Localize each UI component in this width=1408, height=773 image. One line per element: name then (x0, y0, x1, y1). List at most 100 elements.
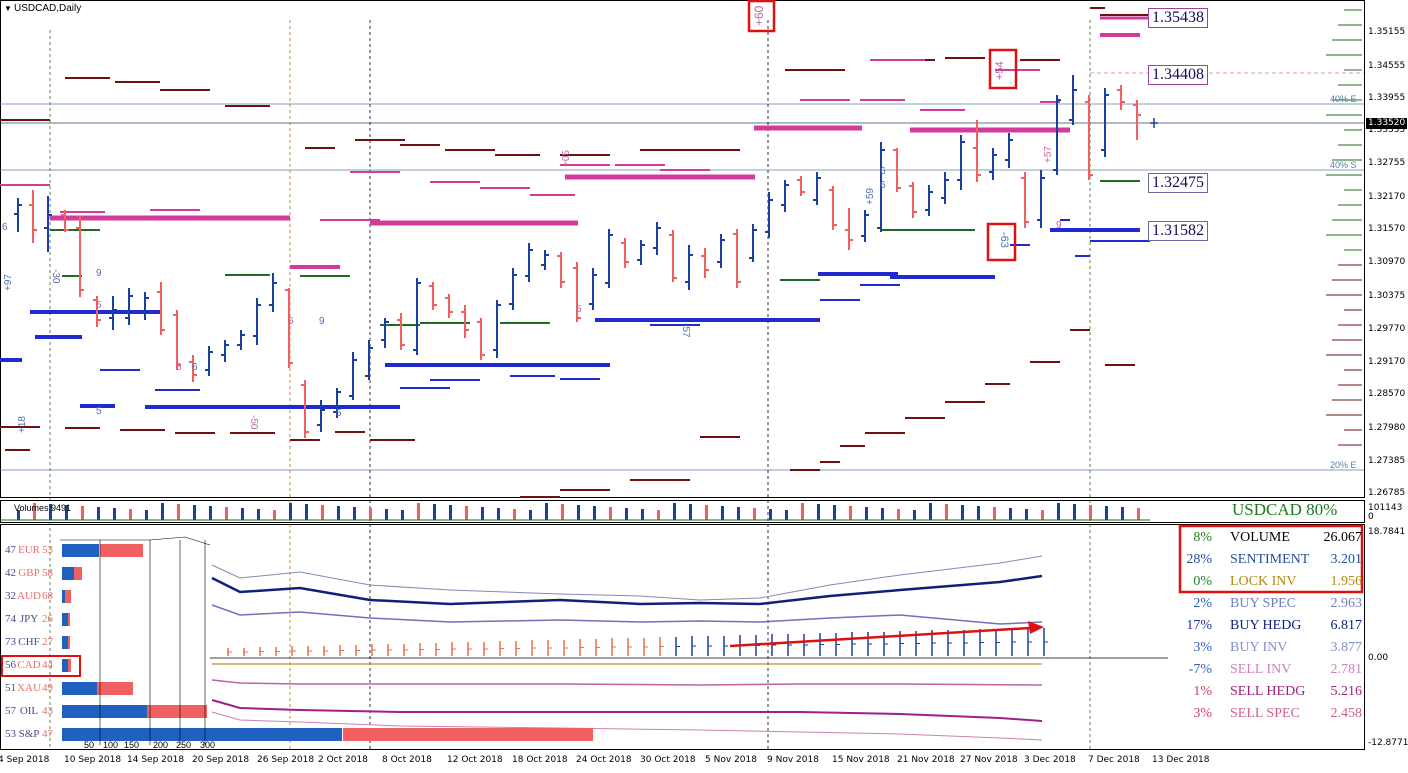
volume-bar (929, 503, 932, 520)
currency-name: JPY (19, 613, 39, 625)
stat-value: 2.458 (1330, 706, 1363, 721)
date-tick: 24 Oct 2018 (576, 755, 632, 765)
indicator-line (211, 574, 1043, 606)
price-tick: 1.33955 (1368, 93, 1406, 103)
stat-value: 26.067 (1323, 530, 1363, 545)
date-tick: 7 Dec 2018 (1088, 755, 1140, 765)
date-tick: 21 Nov 2018 (897, 755, 955, 765)
volume-bar (433, 504, 436, 520)
currency-short-bar (100, 544, 143, 557)
currency-long-bar (62, 682, 97, 695)
currency-row-cad: 56CAD44 (2, 656, 58, 674)
small-number: 6 (192, 362, 198, 373)
small-number: 6 (880, 180, 886, 191)
stat-name: BUY INV (1230, 640, 1288, 655)
date-tick: 4 Sep 2018 (0, 755, 50, 765)
volume-bar (769, 509, 772, 520)
level-label-131582: 1.31582 (1148, 221, 1208, 241)
currency-scale-tick: 200 (153, 740, 169, 750)
currency-scale-grid (60, 536, 211, 745)
symbol-watermark: USDCAD 80% (1232, 500, 1338, 519)
date-tick: 10 Sep 2018 (64, 755, 122, 765)
annotation-60: +60 (752, 5, 766, 26)
crosshair-marker (1150, 118, 1158, 128)
currency-row-chf: 73 CHF 27 (2, 633, 58, 651)
currency-long-bar (62, 659, 68, 672)
currency-short-value: 47 (42, 728, 53, 740)
volume-bar (385, 509, 388, 520)
volume-bar (241, 508, 244, 520)
currency-short-value: 53 (42, 544, 53, 556)
volume-bar (513, 509, 516, 520)
volume-bar (865, 507, 868, 520)
currency-short-bar (68, 659, 71, 672)
volume-bar (321, 505, 324, 520)
currency-short-bar (74, 567, 82, 580)
stat-percent: 1% (1193, 684, 1212, 699)
price-tick: 1.31570 (1368, 224, 1406, 234)
stat-value: 3.877 (1330, 640, 1363, 655)
volume-bar (81, 506, 84, 520)
currency-row-xau: 51XAU49 (2, 679, 58, 697)
stat-name: BUY HEDG (1230, 618, 1302, 633)
currency-long-value: 51 (5, 682, 16, 694)
volume-bar (161, 503, 164, 520)
chart-title: ▼ USDCAD,Daily (4, 3, 81, 14)
currency-long-bar (62, 636, 68, 649)
indicator-bottom-value: -12.8771 (1368, 738, 1408, 748)
volume-bar (913, 510, 916, 520)
currency-short-value: 27 (42, 636, 53, 648)
volume-bar (561, 504, 564, 520)
volume-bar (1121, 507, 1124, 520)
stat-row-sell-hedg: 1% SELL HEDG 5.216 (1180, 681, 1362, 703)
currency-row-aud: 32AUD68 (2, 587, 58, 605)
volume-bar (369, 508, 372, 520)
currency-scale-tick: 250 (176, 740, 192, 750)
stat-percent: 3% (1193, 706, 1212, 721)
current-price-tag: 1.33520 (1366, 118, 1408, 129)
small-number: 9 (1056, 220, 1062, 231)
indicator-histogram (227, 628, 1048, 656)
pct-label-40e: 40% E (1330, 94, 1357, 104)
date-tick: 13 Dec 2018 (1152, 755, 1210, 765)
stat-percent: 2% (1193, 596, 1212, 611)
dropdown-triangle-icon[interactable]: ▼ (4, 4, 12, 13)
currency-short-bar (68, 636, 70, 649)
volume-bar (1105, 506, 1108, 520)
currency-short-bar (343, 728, 593, 741)
annotation-18: +18 (17, 416, 28, 433)
stat-percent: -7% (1188, 662, 1212, 677)
volume-bar (1073, 504, 1076, 520)
indicator-line (211, 555, 1043, 601)
price-tick: 1.27385 (1368, 456, 1406, 466)
price-tick: 1.29170 (1368, 357, 1406, 367)
currency-strength-bars (62, 544, 593, 741)
volume-bar (497, 508, 500, 520)
indicator-top-value: 18.7841 (1368, 527, 1406, 537)
date-tick: 27 Nov 2018 (960, 755, 1018, 765)
volume-bar (993, 507, 996, 520)
stats-highlight-box (1178, 524, 1364, 594)
volume-bar (705, 505, 708, 520)
currency-name: GBP (18, 567, 40, 579)
currency-short-value: 49 (42, 682, 53, 694)
currency-name: OIL (19, 705, 39, 717)
stat-value: 5.216 (1330, 684, 1363, 699)
volume-bar (977, 506, 980, 520)
small-number: 5 (96, 406, 102, 417)
volume-bar (721, 506, 724, 520)
annotation-63: -63 (998, 232, 1010, 248)
annotation-05: +05 (561, 150, 572, 167)
currency-long-bar (62, 705, 147, 718)
price-tick: 1.28570 (1368, 389, 1406, 399)
volume-bar (193, 505, 196, 520)
stat-name: BUY SPEC (1230, 596, 1297, 611)
volume-bar (545, 503, 548, 520)
small-number: 5 (576, 304, 582, 315)
stat-row-buy-spec: 2% BUY SPEC 2.963 (1180, 593, 1362, 615)
volume-bar (817, 504, 820, 520)
price-tick: 1.34555 (1368, 61, 1406, 71)
currency-short-bar (65, 590, 71, 603)
